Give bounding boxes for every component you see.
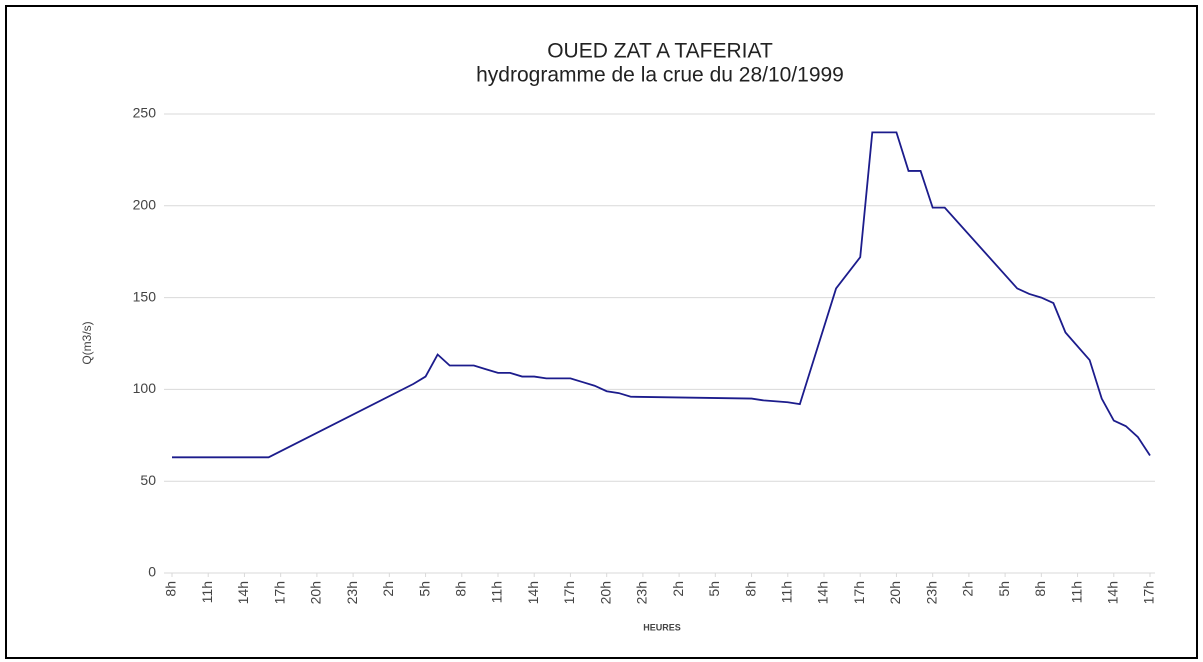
x-tick-label: 2h <box>960 581 976 597</box>
y-tick-label: 100 <box>133 380 157 396</box>
x-tick-label: 17h <box>851 581 867 604</box>
x-tick-label: 14h <box>1104 581 1120 604</box>
x-tick-label: 11h <box>489 581 505 603</box>
chart-title: OUED ZAT A TAFERIAT <box>547 40 773 63</box>
x-tick-label: 23h <box>344 581 360 604</box>
y-tick-label: 200 <box>133 197 157 213</box>
x-tick-label: 2h <box>670 581 686 597</box>
y-tick-label: 150 <box>133 288 157 304</box>
x-tick-label: 23h <box>634 581 650 604</box>
x-tick-label: 5h <box>706 581 722 597</box>
x-tick-label: 20h <box>887 581 903 604</box>
y-axis-label: Q(m3/s) <box>80 321 94 364</box>
chart-subtitle: hydrogramme de la crue du 28/10/1999 <box>476 64 844 87</box>
x-tick-label: 17h <box>1141 581 1157 604</box>
x-tick-label: 8h <box>452 581 468 597</box>
x-tick-label: 14h <box>525 581 541 604</box>
x-tick-label: 11h <box>778 581 794 603</box>
x-tick-label: 20h <box>308 581 324 604</box>
x-tick-label: 20h <box>597 581 613 604</box>
x-tick-label: 11h <box>1068 581 1084 603</box>
x-tick-label: 5h <box>996 581 1012 597</box>
y-tick-label: 50 <box>140 472 156 488</box>
x-tick-label: 11h <box>199 581 215 603</box>
chart-border <box>5 5 1198 659</box>
x-tick-label: 8h <box>163 581 179 597</box>
y-tick-label: 250 <box>133 105 157 121</box>
x-tick-label: 17h <box>561 581 577 604</box>
x-tick-label: 23h <box>923 581 939 604</box>
data-line <box>172 131 1151 459</box>
x-tick-label: 14h <box>815 581 831 604</box>
x-tick-label: 5h <box>416 581 432 597</box>
x-tick-label: 8h <box>742 581 758 597</box>
x-tick-label: 14h <box>235 581 251 604</box>
x-tick-label: 17h <box>271 581 287 604</box>
x-tick-label: 8h <box>1032 581 1048 597</box>
x-tick-label: 2h <box>380 581 396 597</box>
x-axis-label: HEURES <box>643 622 681 632</box>
y-tick-label: 0 <box>148 564 156 580</box>
